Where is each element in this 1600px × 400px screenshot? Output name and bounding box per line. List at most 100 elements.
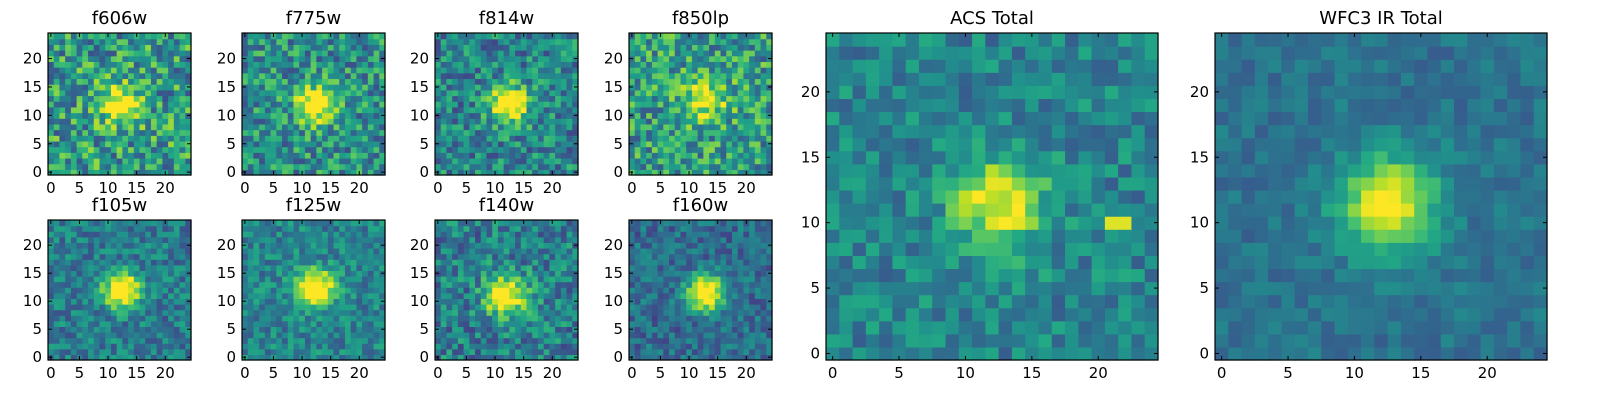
heatmap-cell xyxy=(520,95,528,102)
heatmap-cell xyxy=(543,55,550,62)
heatmap-cell xyxy=(379,95,386,102)
heatmap-cell xyxy=(469,348,476,355)
heatmap-cell xyxy=(168,332,175,339)
heatmap-cell xyxy=(709,152,716,159)
heatmap-cell xyxy=(88,270,95,277)
heatmap-cell xyxy=(703,287,710,294)
heatmap-cell xyxy=(88,50,95,57)
heatmap-cell xyxy=(116,320,123,327)
heatmap-cell xyxy=(709,315,716,322)
heatmap-cell xyxy=(731,101,739,108)
heatmap-cell xyxy=(646,95,653,102)
heatmap-cell xyxy=(133,123,141,131)
heatmap-cell xyxy=(253,270,260,277)
heatmap-cell xyxy=(145,89,152,97)
heatmap-cell xyxy=(310,44,317,51)
heatmap-cell xyxy=(686,123,693,131)
heatmap-cell xyxy=(59,67,66,74)
heatmap-cell xyxy=(310,146,317,153)
heatmap-cell xyxy=(88,309,95,316)
heatmap-cell xyxy=(350,248,357,255)
heatmap-cell xyxy=(173,169,181,176)
heatmap-cell xyxy=(457,315,465,322)
heatmap-cell xyxy=(572,33,579,40)
heatmap-cell xyxy=(293,225,300,232)
heatmap-cell xyxy=(287,326,295,333)
heatmap-cell xyxy=(333,309,340,316)
heatmap-cell xyxy=(469,315,476,322)
heatmap-cell xyxy=(150,106,158,114)
heatmap-cell xyxy=(150,44,158,51)
heatmap-cell xyxy=(572,106,579,114)
heatmap-cell xyxy=(452,225,459,232)
heatmap-cell xyxy=(663,270,670,277)
heatmap-cell xyxy=(572,281,579,288)
heatmap-cell xyxy=(168,281,175,288)
heatmap-cell xyxy=(105,78,112,85)
heatmap-cell xyxy=(247,309,255,316)
x-tick-label: 5 xyxy=(269,364,279,382)
heatmap-cell xyxy=(59,242,66,249)
heatmap-cell xyxy=(287,55,295,62)
heatmap-cell xyxy=(646,89,653,97)
heatmap-cell xyxy=(282,326,289,333)
heatmap-cell xyxy=(373,72,380,80)
heatmap-cell xyxy=(486,309,493,316)
heatmap-cell xyxy=(714,38,722,45)
heatmap-cell xyxy=(697,348,704,355)
heatmap-cell xyxy=(53,101,61,108)
heatmap-cell xyxy=(350,281,357,288)
heatmap-cell xyxy=(350,152,357,159)
heatmap-cell xyxy=(162,123,169,131)
heatmap-cell xyxy=(310,287,317,294)
heatmap-cell xyxy=(82,72,89,80)
heatmap-cell xyxy=(333,140,340,148)
heatmap-cell xyxy=(76,157,83,165)
heatmap-cell xyxy=(572,152,579,159)
heatmap-cell xyxy=(686,152,693,159)
heatmap-cell xyxy=(145,248,152,255)
heatmap-cell xyxy=(53,89,61,97)
heatmap-cell xyxy=(70,61,78,68)
heatmap-cell xyxy=(253,157,260,165)
heatmap-cell xyxy=(282,67,289,74)
heatmap-cell xyxy=(247,169,255,176)
heatmap-cell xyxy=(754,304,762,311)
heatmap-cell xyxy=(560,118,568,125)
heatmap-cell xyxy=(686,298,693,305)
heatmap-cell xyxy=(663,348,670,355)
heatmap-cell xyxy=(503,337,510,344)
heatmap-cell xyxy=(350,337,357,344)
heatmap-cell xyxy=(452,315,459,322)
heatmap-cell xyxy=(362,236,369,243)
heatmap-cell xyxy=(122,343,129,350)
heatmap-cell xyxy=(350,135,357,142)
heatmap-cell xyxy=(53,220,61,227)
y-tick-label: 5 xyxy=(32,135,42,153)
heatmap-cell xyxy=(537,354,545,361)
heatmap-cell xyxy=(469,332,476,339)
heatmap-cell xyxy=(362,326,369,333)
heatmap-cell xyxy=(293,67,300,74)
heatmap-cell xyxy=(440,270,448,277)
heatmap-cell xyxy=(287,225,295,232)
heatmap-cell xyxy=(322,337,329,344)
heatmap-cell xyxy=(333,326,340,333)
heatmap-cell xyxy=(703,123,710,131)
heatmap-cell xyxy=(452,320,459,327)
heatmap-cell xyxy=(475,332,482,339)
heatmap-cell xyxy=(116,348,123,355)
heatmap-cell xyxy=(122,44,129,51)
heatmap-cell xyxy=(703,332,710,339)
heatmap-cell xyxy=(457,248,465,255)
heatmap-cell xyxy=(322,343,329,350)
heatmap-cell xyxy=(327,140,335,148)
heatmap-cell xyxy=(754,55,762,62)
heatmap-cell xyxy=(663,332,670,339)
heatmap-cell xyxy=(440,89,448,97)
heatmap-cell xyxy=(480,242,488,249)
heatmap-cell xyxy=(110,146,118,153)
heatmap-cell xyxy=(156,343,163,350)
heatmap-cell xyxy=(150,332,158,339)
